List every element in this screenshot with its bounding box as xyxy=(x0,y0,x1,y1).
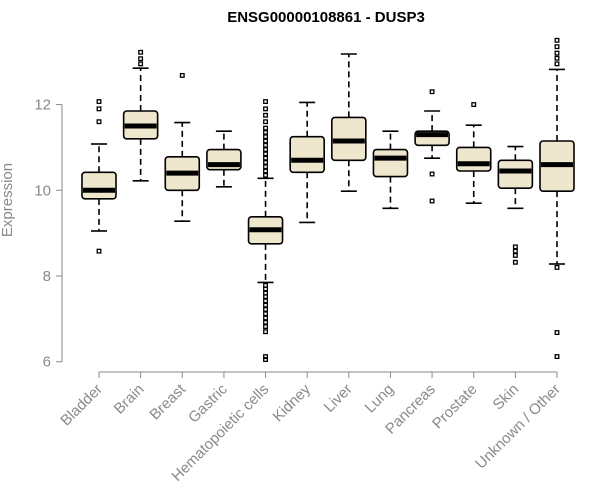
outlier-point xyxy=(554,37,560,43)
outlier-point xyxy=(512,252,518,258)
y-tick-label: 10 xyxy=(34,182,51,199)
y-tick-label: 8 xyxy=(43,268,51,285)
outlier-point xyxy=(263,329,268,335)
box-bladder xyxy=(81,99,117,254)
outlier-point xyxy=(263,129,268,135)
x-tick-label: Brain xyxy=(111,381,148,418)
outlier-point xyxy=(512,244,518,250)
x-tick-label: Skin xyxy=(490,381,523,414)
outlier-point xyxy=(96,99,102,105)
iqr-box xyxy=(372,148,409,178)
x-tick-label: Bladder xyxy=(57,381,106,430)
box-breast xyxy=(164,72,201,222)
iqr-box xyxy=(455,146,492,172)
box-hematopoietic-cells xyxy=(247,99,284,363)
outlier-point xyxy=(263,151,268,157)
outlier-point xyxy=(554,55,560,61)
outlier-point xyxy=(554,44,560,50)
outlier-point xyxy=(263,142,268,148)
box-pancreas xyxy=(414,89,450,204)
outlier-point xyxy=(263,354,268,360)
outlier-point xyxy=(554,354,560,360)
iqr-box xyxy=(81,171,117,200)
outlier-point xyxy=(96,119,102,125)
outlier-point xyxy=(263,155,268,161)
outlier-point xyxy=(263,282,268,288)
outlier-point xyxy=(96,248,102,254)
outlier-point xyxy=(263,134,268,140)
x-tick-label: Kidney xyxy=(270,380,315,425)
outlier-point xyxy=(263,290,268,296)
box-kidney xyxy=(289,101,325,224)
x-tick-label: Breast xyxy=(146,380,189,423)
y-tick-label: 12 xyxy=(34,97,51,114)
y-tick-label: 6 xyxy=(43,354,51,371)
iqr-box xyxy=(289,135,325,174)
y-axis-label: Expression xyxy=(0,163,16,237)
outlier-point xyxy=(263,112,268,118)
outlier-point xyxy=(138,56,144,62)
outlier-point xyxy=(138,61,144,67)
outlier-point xyxy=(263,315,268,321)
box-prostate xyxy=(455,102,492,204)
box-gastric xyxy=(206,130,242,188)
outlier-point xyxy=(263,168,268,174)
iqr-box xyxy=(497,159,534,189)
outlier-point xyxy=(138,49,144,55)
outlier-point xyxy=(554,61,560,67)
outlier-point xyxy=(96,106,102,112)
box-brain xyxy=(122,49,159,182)
outlier-point xyxy=(263,298,268,304)
outlier-point xyxy=(263,324,268,330)
outlier-point xyxy=(554,50,560,56)
x-tick-label: Prostate xyxy=(429,381,481,433)
x-tick-label: Liver xyxy=(321,381,356,416)
outlier-point xyxy=(263,147,268,153)
chart-title: ENSG00000108861 - DUSP3 xyxy=(227,9,425,26)
outlier-point xyxy=(554,264,560,270)
outlier-point xyxy=(263,319,268,325)
box-skin xyxy=(497,145,534,265)
outlier-point xyxy=(554,330,560,336)
box-series xyxy=(81,37,575,363)
outlier-point xyxy=(263,125,268,131)
x-tick-label: Lung xyxy=(362,381,398,417)
box-unknown-other xyxy=(539,37,575,360)
outlier-point xyxy=(429,198,435,204)
outlier-point xyxy=(263,99,268,105)
outlier-point xyxy=(512,248,518,254)
outlier-point xyxy=(263,164,268,170)
outlier-point xyxy=(429,171,435,177)
box-liver xyxy=(331,53,367,192)
outlier-point xyxy=(512,259,518,265)
outlier-point xyxy=(263,106,268,112)
outlier-point xyxy=(429,89,435,95)
outlier-point xyxy=(263,138,268,144)
outlier-point xyxy=(263,172,268,178)
outlier-point xyxy=(263,159,268,165)
outlier-point xyxy=(179,72,185,78)
outlier-point xyxy=(263,311,268,317)
box-lung xyxy=(372,130,409,210)
outlier-point xyxy=(263,119,268,125)
outlier-point xyxy=(263,302,268,308)
outlier-point xyxy=(471,102,477,108)
y-axis: 6 8 10 12 xyxy=(34,97,63,371)
outlier-point xyxy=(263,306,268,312)
